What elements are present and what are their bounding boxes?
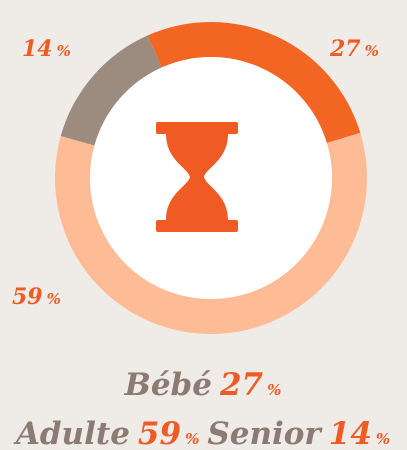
slice-label: 14% (22, 36, 71, 62)
legend-unit: % (376, 430, 390, 448)
slice-unit: % (47, 290, 61, 308)
legend-unit: % (267, 381, 281, 399)
slice-label: 27% (329, 36, 379, 62)
legend-line: Adulte 59% Senior 14% (13, 416, 390, 450)
slice-unit: % (57, 42, 71, 60)
legend-value: 14 (329, 416, 372, 450)
legend-name: Bébé (124, 367, 212, 403)
legend-name: Senior (207, 416, 323, 450)
slice-unit: % (365, 42, 379, 60)
slice-value: 59 (12, 284, 43, 310)
legend-value: 59 (138, 416, 181, 450)
donut-slice (55, 132, 368, 334)
legend-unit: % (185, 430, 199, 448)
slice-value: 14 (22, 36, 53, 62)
legend-name: Adulte (13, 416, 130, 450)
hourglass-icon (156, 122, 238, 232)
donut-slice (60, 35, 162, 146)
donut-hole (90, 57, 332, 299)
slice-label: 59% (12, 284, 61, 310)
legend-line: Bébé 27% (124, 367, 282, 403)
slice-value: 27 (329, 36, 361, 62)
donut-slice (147, 22, 361, 144)
legend-value: 27 (219, 367, 264, 403)
